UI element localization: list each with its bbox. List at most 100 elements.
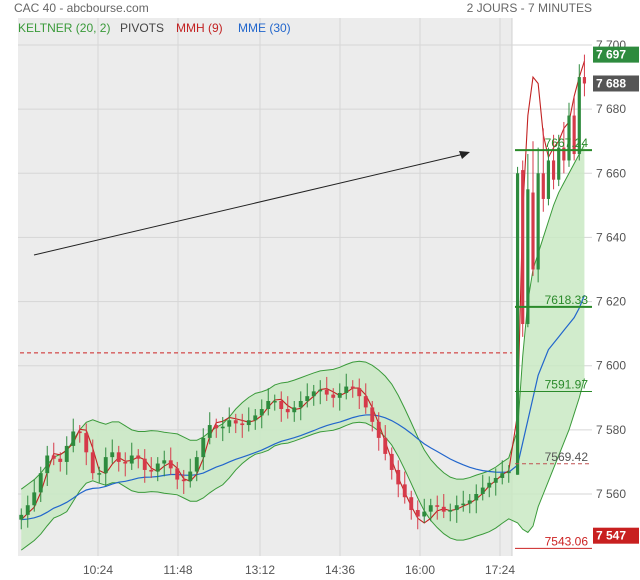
day-low-badge: 7 547 <box>596 529 626 543</box>
candle-body <box>562 147 566 161</box>
trend-arrow-line <box>33 153 465 256</box>
candle-body <box>45 455 50 474</box>
candle-body <box>84 433 89 453</box>
y-tick-label: 7 620 <box>596 295 626 309</box>
keltner-fill <box>21 144 585 551</box>
candle-body <box>441 506 446 512</box>
legend-mmh[interactable]: MMH (9) <box>176 21 223 35</box>
candle-body <box>467 500 472 504</box>
candle-body <box>155 463 160 472</box>
candle-body <box>389 453 394 470</box>
mme-line <box>21 294 585 521</box>
candle-body <box>331 394 336 398</box>
candle-body <box>233 420 238 424</box>
candle-body <box>350 386 355 389</box>
candle-body <box>324 389 329 395</box>
annotations <box>20 151 512 354</box>
candle-body <box>116 452 121 462</box>
candle-body <box>557 147 561 180</box>
x-tick-label: 14:36 <box>325 563 355 577</box>
candle-body <box>227 420 232 427</box>
candle-body <box>149 469 154 472</box>
candle-body <box>25 505 30 515</box>
legend-keltner[interactable]: KELTNER (20, 2) <box>18 21 111 35</box>
candle-body <box>474 494 479 501</box>
candle-body <box>480 487 485 494</box>
candle-body <box>526 189 530 325</box>
candle-body <box>318 389 323 392</box>
candle-body <box>448 510 453 512</box>
trend-arrow-head <box>459 151 470 159</box>
candle-body <box>402 484 407 498</box>
candle-body <box>58 458 63 462</box>
day-high-badge-box <box>593 46 639 63</box>
candle-body <box>201 437 206 458</box>
candle-body <box>521 170 525 325</box>
candle-body <box>123 461 128 464</box>
pivot-label: 7618.33 <box>545 293 589 307</box>
candle-body <box>506 471 511 474</box>
pivot-label: 7543.06 <box>545 534 589 548</box>
candle-body <box>515 173 520 475</box>
candle-body <box>285 409 290 413</box>
candle-body <box>259 409 264 416</box>
candle-body <box>129 455 134 464</box>
candle-body <box>454 505 459 511</box>
candle-body <box>363 396 368 408</box>
candle-body <box>181 479 186 482</box>
candle-body <box>370 407 375 422</box>
pivot-lines: 7667.24 7618.33 7591.97 7569.42 7543.06 <box>515 136 592 549</box>
candle-body <box>415 510 420 517</box>
candle-body <box>71 431 76 446</box>
candle-body <box>422 511 427 517</box>
candle-body <box>175 468 180 480</box>
candle-body <box>531 192 535 270</box>
pivot-label: 7667.24 <box>545 136 589 150</box>
legend-pivots[interactable]: PIVOTS <box>120 21 165 35</box>
candle-body <box>162 460 167 464</box>
candle-body <box>551 160 556 180</box>
chart-title: CAC 40 - abcbourse.com <box>14 1 149 15</box>
candle-body <box>344 386 349 393</box>
candle-body <box>97 473 102 475</box>
candle-body <box>207 425 212 438</box>
candle-body <box>220 426 225 429</box>
candle-body <box>383 437 388 454</box>
candle-body <box>77 431 82 434</box>
candle-body <box>376 421 381 438</box>
y-tick-label: 7 580 <box>596 423 626 437</box>
candle-body <box>396 469 401 485</box>
x-tick-label: 13:12 <box>245 563 275 577</box>
candle-body <box>572 115 576 155</box>
candle-body <box>168 460 173 469</box>
y-tick-label: 7 600 <box>596 359 626 373</box>
candle-body <box>546 160 551 199</box>
candle-body <box>266 400 271 410</box>
candle-body <box>240 423 245 426</box>
candle-body <box>487 482 492 488</box>
candle-body <box>298 400 303 408</box>
pivot-label: 7569.42 <box>545 450 589 464</box>
candle-body <box>110 452 115 458</box>
candle-body <box>38 473 43 493</box>
legend-mme[interactable]: MME (30) <box>238 21 291 35</box>
y-tick-label: 7 660 <box>596 166 626 180</box>
candle-body <box>279 400 284 410</box>
pivot-label: 7591.97 <box>545 377 589 391</box>
last-price-badge: 7 688 <box>596 76 626 90</box>
candle-body <box>64 445 69 462</box>
candle-body <box>136 455 141 459</box>
candle-body <box>461 503 466 506</box>
candle-body <box>567 115 571 161</box>
candle-body <box>357 388 362 397</box>
candle-body <box>90 452 95 474</box>
last-price-badge-box <box>593 75 639 92</box>
x-tick-label: 10:24 <box>83 563 113 577</box>
x-tick-label: 11:48 <box>163 563 192 577</box>
x-tick-label: 17:24 <box>485 563 515 577</box>
chart-period: 2 JOURS - 7 MINUTES <box>466 1 592 15</box>
candle-body <box>577 77 581 155</box>
keltner-upper <box>20 144 585 490</box>
candle-body <box>409 497 414 511</box>
